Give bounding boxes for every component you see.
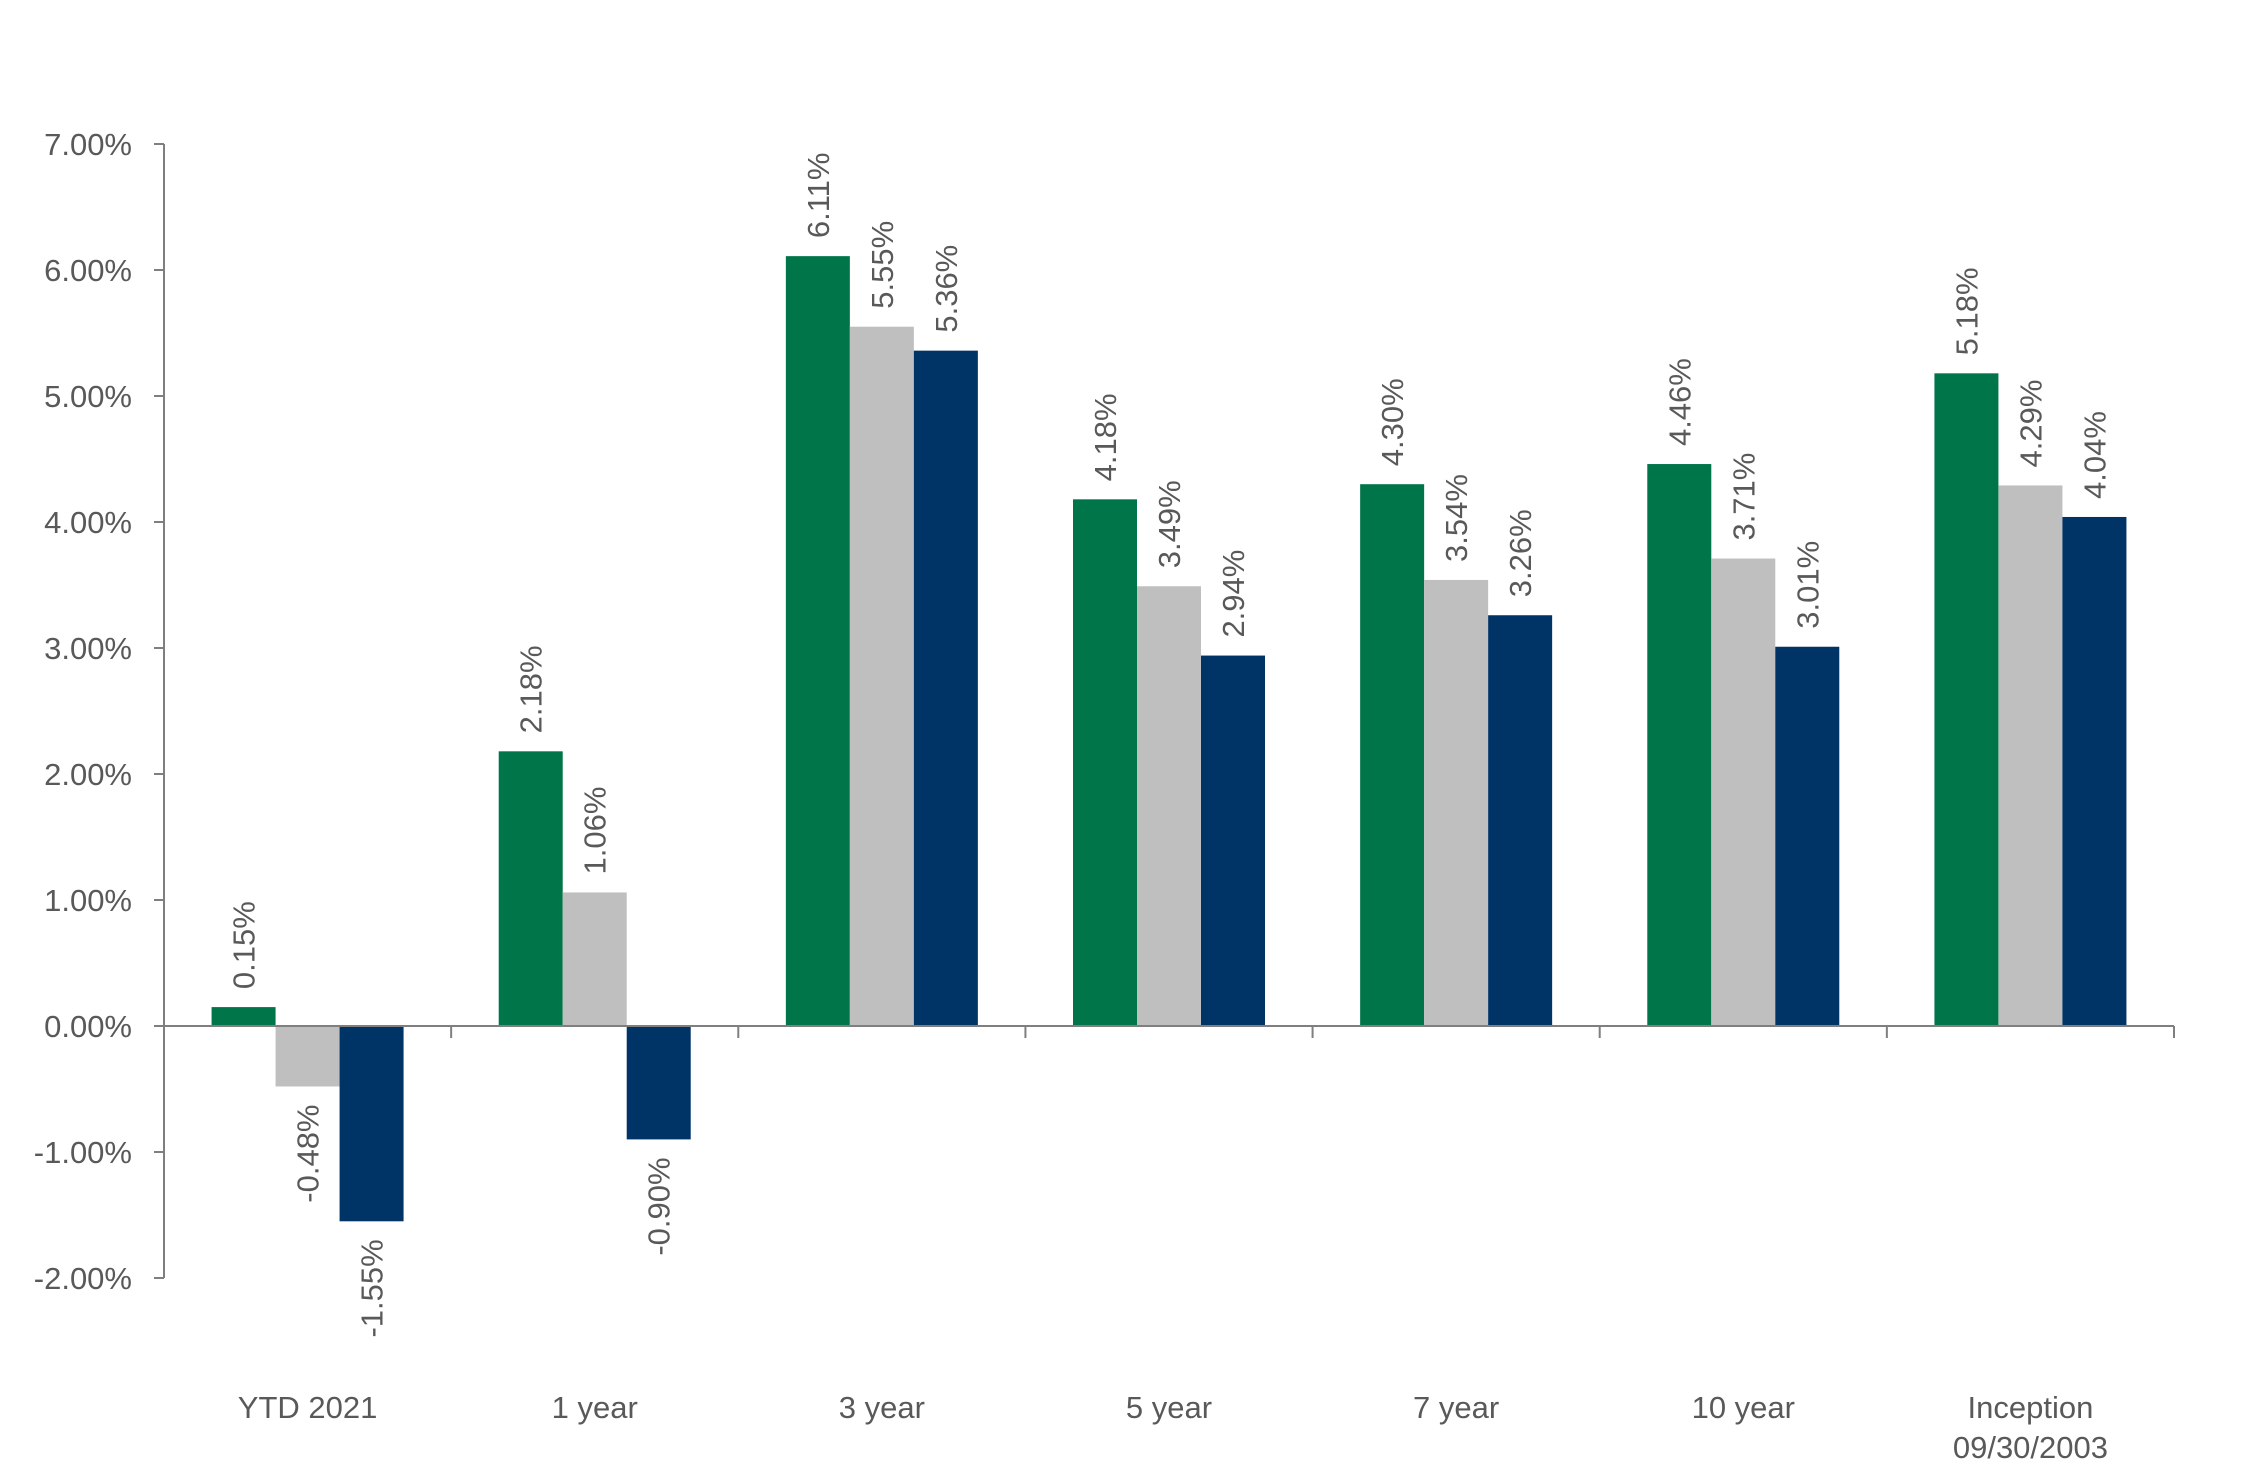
data-label: 2.94% <box>1216 550 1251 638</box>
y-tick-label: 6.00% <box>44 253 132 288</box>
x-tick-label: 09/30/2003 <box>1953 1430 2108 1465</box>
bar <box>626 1026 691 1140</box>
data-labels-layer: 0.15% -0.48% -1.55% 2.18% 1.06% -0.90% 6.11% 5.… <box>227 153 2113 1338</box>
bar <box>1201 655 1265 1026</box>
y-tick-label: 3.00% <box>44 631 132 666</box>
bar <box>1073 499 1137 1026</box>
x-tick-label: 5 year <box>1126 1390 1212 1425</box>
data-label: 3.26% <box>1503 509 1538 597</box>
bar <box>275 1026 340 1087</box>
data-label: 3.01% <box>1790 541 1825 629</box>
data-label: 3.54% <box>1439 474 1474 562</box>
bar <box>1998 485 2063 1027</box>
bar <box>913 350 978 1026</box>
data-label: 3.71% <box>1726 453 1761 541</box>
bar <box>498 751 563 1026</box>
data-label: 4.18% <box>1088 393 1123 481</box>
bar <box>785 256 850 1026</box>
data-label: 3.49% <box>1152 480 1187 568</box>
axes-layer <box>163 144 2174 1278</box>
x-tick-label: YTD 2021 <box>238 1390 378 1425</box>
x-tick-label: 10 year <box>1692 1390 1795 1425</box>
y-tick-label: 2.00% <box>44 757 132 792</box>
data-label: 6.11% <box>801 153 836 239</box>
bar <box>1360 484 1425 1026</box>
data-label: -0.48% <box>291 1104 326 1202</box>
data-label: 4.30% <box>1375 378 1410 466</box>
x-ticks-layer: YTD 2021 1 year 3 year 5 year 7 year 10 year I… <box>238 1026 2175 1465</box>
y-tick-label: 0.00% <box>44 1009 132 1044</box>
x-tick-label: 1 year <box>552 1390 638 1425</box>
bar <box>1424 579 1489 1026</box>
bar <box>1711 558 1776 1026</box>
data-label: 2.18% <box>514 645 549 733</box>
data-label: 4.46% <box>1662 358 1697 446</box>
data-label: 5.36% <box>929 245 964 333</box>
bar <box>849 326 914 1026</box>
bar <box>562 892 627 1026</box>
data-label: 4.04% <box>2077 411 2112 499</box>
bars-layer <box>211 256 2127 1222</box>
y-tick-label: 7.00% <box>44 127 132 162</box>
y-tick-label: -2.00% <box>34 1261 132 1296</box>
bar <box>211 1007 276 1026</box>
data-label: 5.55% <box>865 221 900 309</box>
bar <box>2062 516 2127 1026</box>
bar <box>1488 615 1553 1026</box>
y-tick-label: -1.00% <box>34 1135 132 1170</box>
y-tick-label: 1.00% <box>44 883 132 918</box>
data-label: -0.90% <box>642 1157 677 1255</box>
data-label: 0.15% <box>227 901 262 989</box>
x-tick-label: 7 year <box>1413 1390 1499 1425</box>
data-label: 4.29% <box>2013 380 2048 468</box>
bar <box>1934 373 1999 1026</box>
x-tick-label: 3 year <box>839 1390 925 1425</box>
bar <box>1775 646 1840 1026</box>
bar <box>1647 464 1712 1026</box>
data-label: -1.55% <box>355 1239 390 1337</box>
y-ticks-layer: 7.00% 6.00% 5.00% 4.00% 3.00% 2.00% 1.00% 0.00%… <box>34 127 164 1296</box>
bar <box>339 1026 404 1222</box>
y-tick-label: 5.00% <box>44 379 132 414</box>
x-tick-label: Inception <box>1968 1390 2094 1425</box>
bar <box>1137 586 1201 1026</box>
y-tick-label: 4.00% <box>44 505 132 540</box>
data-label: 1.06% <box>578 787 613 875</box>
data-label: 5.18% <box>1949 267 1984 355</box>
